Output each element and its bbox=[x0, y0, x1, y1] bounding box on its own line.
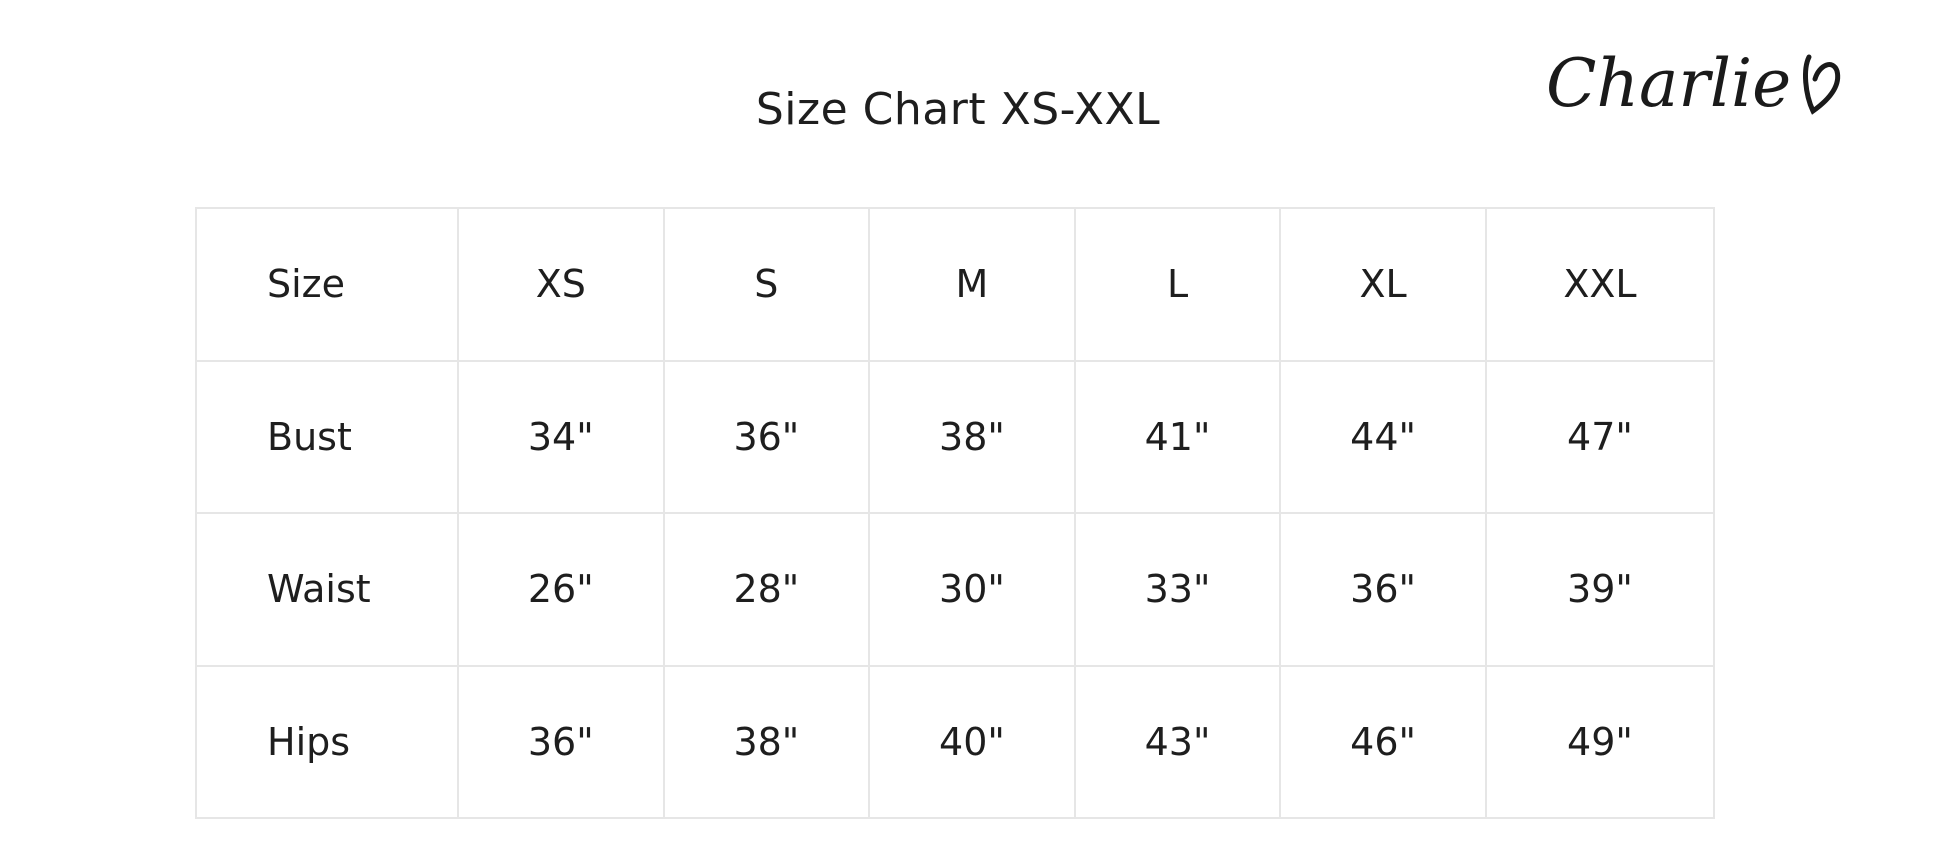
row-label: Hips bbox=[195, 664, 459, 819]
table-cell: 47" bbox=[1484, 359, 1716, 514]
table-cell: 30" bbox=[868, 512, 1076, 667]
table-cell: 36" bbox=[457, 664, 665, 819]
table-row: Hips 36" 38" 40" 43" 46" 49" bbox=[195, 664, 1716, 819]
table-cell: 44" bbox=[1279, 359, 1487, 514]
table-cell: 26" bbox=[457, 512, 665, 667]
brand-logo: Charlie bbox=[1546, 44, 1876, 124]
row-label: Bust bbox=[195, 359, 459, 514]
logo-text: Charlie bbox=[1546, 45, 1792, 122]
table-cell: XS bbox=[457, 207, 665, 362]
table-cell: XXL bbox=[1484, 207, 1716, 362]
table-cell: XL bbox=[1279, 207, 1487, 362]
table-cell: L bbox=[1073, 207, 1282, 362]
table-cell: 49" bbox=[1484, 664, 1716, 819]
table-cell: 28" bbox=[662, 512, 871, 667]
table-cell: 34" bbox=[457, 359, 665, 514]
row-label: Waist bbox=[195, 512, 459, 667]
table-cell: 43" bbox=[1073, 664, 1282, 819]
table-cell: 39" bbox=[1484, 512, 1716, 667]
heart-icon bbox=[1803, 54, 1841, 115]
row-label: Size bbox=[195, 207, 459, 362]
table-cell: 36" bbox=[1279, 512, 1487, 667]
page-title: Size Chart XS-XXL bbox=[755, 84, 1161, 135]
table-cell: S bbox=[662, 207, 871, 362]
table-cell: 46" bbox=[1279, 664, 1487, 819]
table-cell: 33" bbox=[1073, 512, 1282, 667]
table-cell: 36" bbox=[662, 359, 871, 514]
table-cell: 41" bbox=[1073, 359, 1282, 514]
header-row: Size XS S M L XL XXL bbox=[195, 207, 1716, 362]
table-cell: 38" bbox=[662, 664, 871, 819]
table-cell: 38" bbox=[868, 359, 1076, 514]
table-cell: M bbox=[868, 207, 1076, 362]
table-row: Waist 26" 28" 30" 33" 36" 39" bbox=[195, 512, 1716, 667]
table-cell: 40" bbox=[868, 664, 1076, 819]
size-chart-table: Size XS S M L XL XXL Bust 34" 36" 38" 41" 44" 47" Wais… bbox=[195, 207, 1716, 819]
table-row: Bust 34" 36" 38" 41" 44" 47" bbox=[195, 359, 1716, 514]
